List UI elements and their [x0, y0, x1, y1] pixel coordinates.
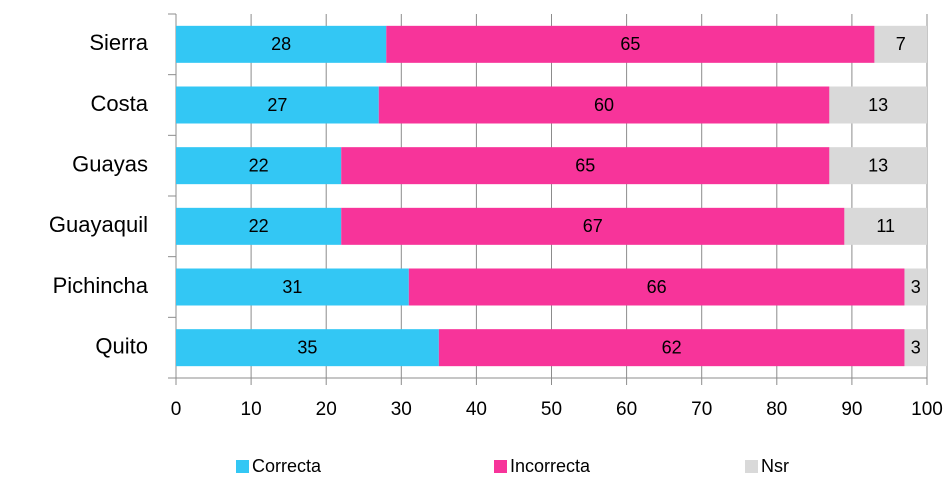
bar-segment [176, 147, 342, 185]
bar-segment [829, 147, 927, 185]
data-label: 7 [896, 34, 906, 54]
x-tick-label: 40 [466, 399, 487, 420]
y-tick-label: Pichincha [53, 273, 149, 298]
data-label: 67 [583, 216, 603, 236]
data-label: 22 [249, 155, 269, 175]
x-tick-label: 60 [616, 399, 637, 420]
data-label: 66 [647, 277, 667, 297]
data-label: 65 [620, 34, 640, 54]
data-label: 27 [267, 95, 287, 115]
bar-segment [904, 268, 927, 306]
data-label: 3 [911, 337, 921, 357]
bar-segment [341, 207, 845, 245]
legend-swatch [745, 460, 758, 473]
x-tick-label: 20 [316, 399, 337, 420]
legend-label: Incorrecta [510, 456, 591, 476]
data-label: 13 [868, 95, 888, 115]
x-tick-label: 80 [766, 399, 787, 420]
legend-label: Correcta [252, 456, 322, 476]
bar-segment [904, 329, 927, 367]
data-label: 13 [868, 155, 888, 175]
bar-segment [386, 25, 875, 63]
x-tick-label: 100 [911, 399, 943, 420]
bar-segment [176, 207, 342, 245]
data-label: 35 [297, 337, 317, 357]
data-label: 28 [271, 34, 291, 54]
x-tick-label: 70 [691, 399, 712, 420]
y-tick-label: Sierra [89, 30, 148, 55]
bar-segment [874, 25, 927, 63]
data-label: 22 [249, 216, 269, 236]
data-label: 62 [662, 337, 682, 357]
bar-segment [176, 329, 439, 367]
bar-segment [378, 86, 830, 124]
data-label: 60 [594, 95, 614, 115]
bar-segment [829, 86, 927, 124]
bar-segment [408, 268, 905, 306]
legend-swatch [494, 460, 507, 473]
bar-segment [176, 268, 409, 306]
data-label: 3 [911, 277, 921, 297]
data-label: 31 [282, 277, 302, 297]
y-tick-label: Costa [91, 91, 149, 116]
data-label: 65 [575, 155, 595, 175]
x-tick-label: 90 [841, 399, 862, 420]
bar-segment [844, 207, 927, 245]
bar-segment [438, 329, 905, 367]
legend-label: Nsr [761, 456, 789, 476]
x-tick-label: 10 [241, 399, 262, 420]
y-tick-label: Quito [95, 333, 148, 358]
x-tick-label: 0 [171, 399, 182, 420]
x-tick-label: 30 [391, 399, 412, 420]
legend-swatch [236, 460, 249, 473]
bar-segment [176, 86, 379, 124]
y-tick-label: Guayaquil [49, 212, 148, 237]
data-label: 11 [876, 216, 895, 236]
bar-segment [176, 25, 387, 63]
x-tick-label: 50 [541, 399, 562, 420]
bar-segment [341, 147, 830, 185]
y-tick-label: Guayas [72, 151, 148, 176]
